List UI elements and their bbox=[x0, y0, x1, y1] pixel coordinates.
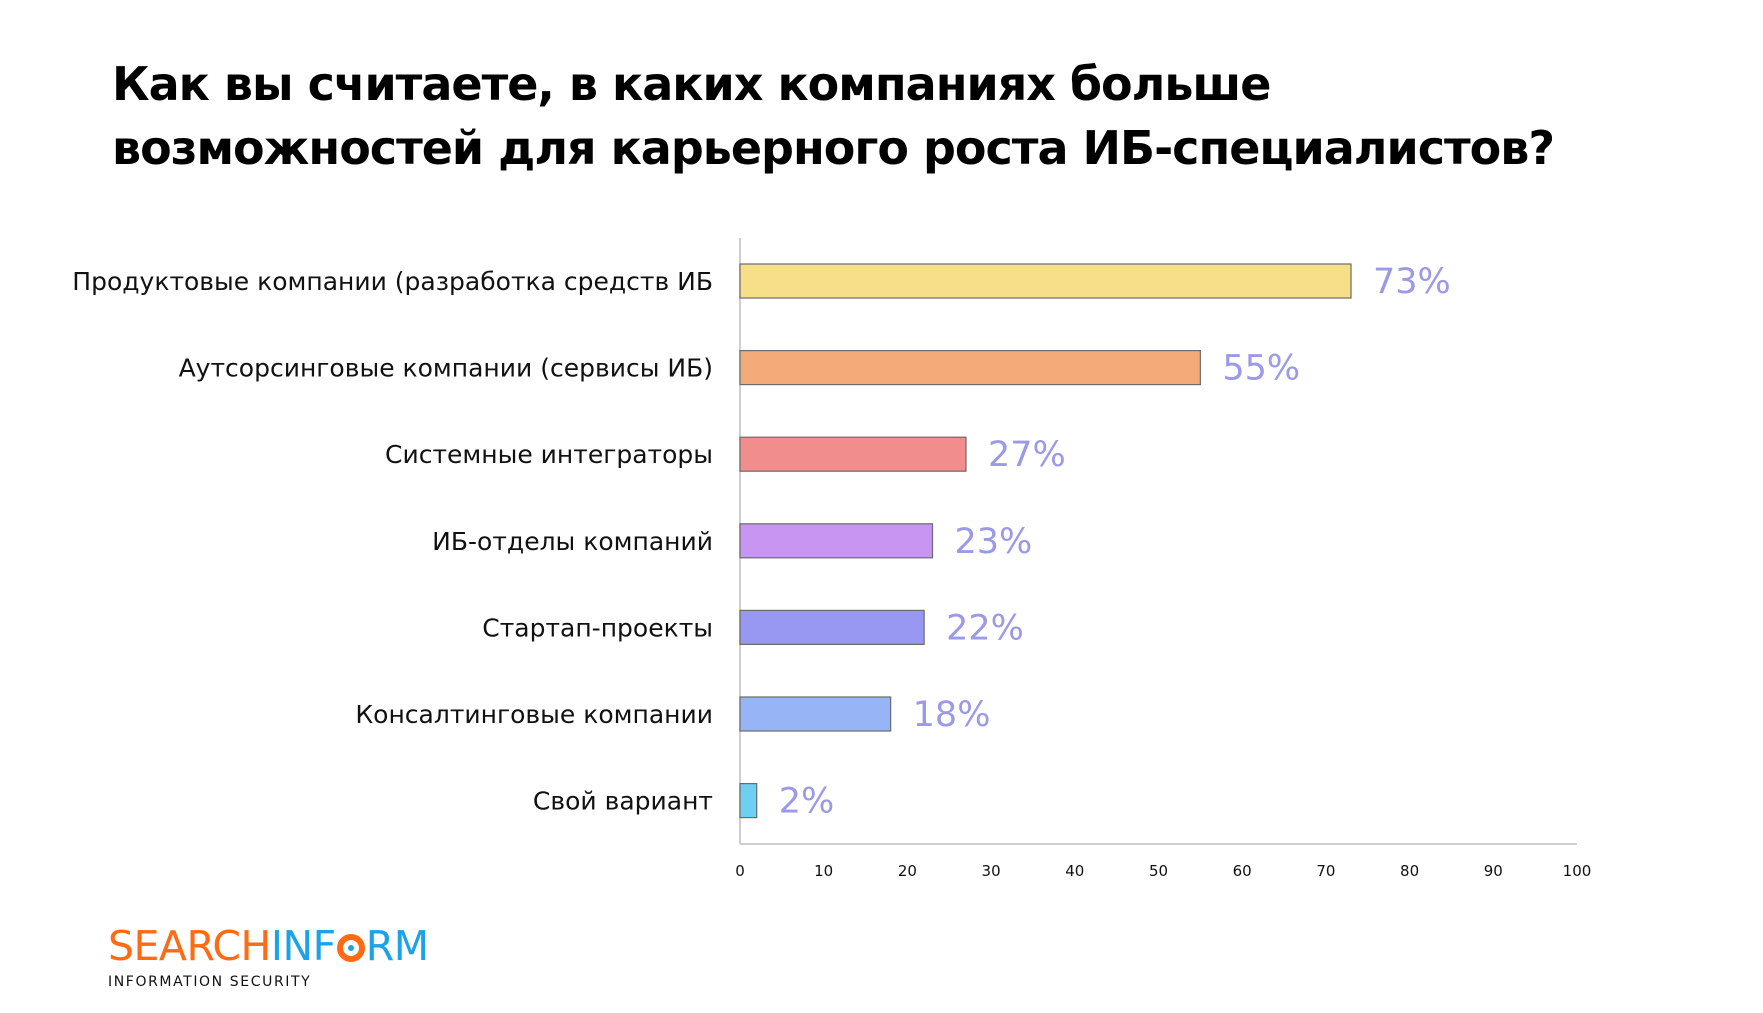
bar-3 bbox=[739, 523, 934, 559]
data-label-6: 2% bbox=[779, 782, 835, 822]
x-tick-label-8: 80 bbox=[1400, 862, 1419, 880]
logo-subtitle: INFORMATION SECURITY bbox=[108, 974, 312, 990]
bar-2 bbox=[739, 436, 967, 472]
x-tick-label-1: 10 bbox=[814, 862, 833, 880]
x-tick-label-10: 100 bbox=[1563, 862, 1592, 880]
bar-5 bbox=[739, 696, 892, 732]
logo-text-search: SEARCH bbox=[108, 922, 271, 970]
logo-text-rm: RM bbox=[365, 922, 429, 970]
x-tick-label-6: 60 bbox=[1233, 862, 1252, 880]
category-label-2: Системные интеграторы bbox=[385, 440, 713, 469]
data-label-1: 55% bbox=[1222, 349, 1300, 389]
x-tick-label-4: 40 bbox=[1065, 862, 1084, 880]
chart-title: Как вы считаете, в каких компаниях больш… bbox=[112, 52, 1672, 180]
chart-title-line-1: Как вы считаете, в каких компаниях больш… bbox=[112, 57, 1271, 111]
searchinform-logo: SEARCHINF RM INFORMATION SECURITY bbox=[108, 924, 429, 990]
x-tick-label-7: 70 bbox=[1316, 862, 1335, 880]
bar-4 bbox=[739, 609, 925, 646]
data-label-2: 27% bbox=[988, 435, 1066, 475]
category-label-3: ИБ-отделы компаний bbox=[432, 527, 713, 556]
category-label-4: Стартап-проекты bbox=[482, 613, 713, 642]
x-tick-label-2: 20 bbox=[898, 862, 917, 880]
data-label-0: 73% bbox=[1373, 262, 1451, 302]
x-tick-label-0: 0 bbox=[735, 862, 745, 880]
logo-wordmark: SEARCHINF RM bbox=[108, 924, 429, 968]
bar-1 bbox=[739, 350, 1201, 386]
chart-title-line-2: возможностей для карьерного роста ИБ-спе… bbox=[112, 121, 1555, 175]
data-label-5: 18% bbox=[913, 695, 991, 735]
category-label-6: Свой вариант bbox=[533, 787, 713, 816]
category-label-5: Консалтинговые компании bbox=[355, 700, 713, 729]
category-label-1: Аутсорсинговые компании (сервисы ИБ) bbox=[179, 354, 713, 383]
x-tick-label-5: 50 bbox=[1149, 862, 1168, 880]
logo-text-inf: INF bbox=[270, 922, 336, 970]
x-tick-label-9: 90 bbox=[1484, 862, 1503, 880]
bar-6 bbox=[739, 782, 758, 819]
x-tick-label-3: 30 bbox=[982, 862, 1001, 880]
bar-0 bbox=[739, 263, 1352, 299]
data-label-4: 22% bbox=[946, 608, 1024, 648]
logo-target-icon bbox=[336, 934, 365, 962]
data-label-3: 23% bbox=[955, 522, 1033, 562]
category-label-0: Продуктовые компании (разработка средств… bbox=[72, 267, 713, 296]
